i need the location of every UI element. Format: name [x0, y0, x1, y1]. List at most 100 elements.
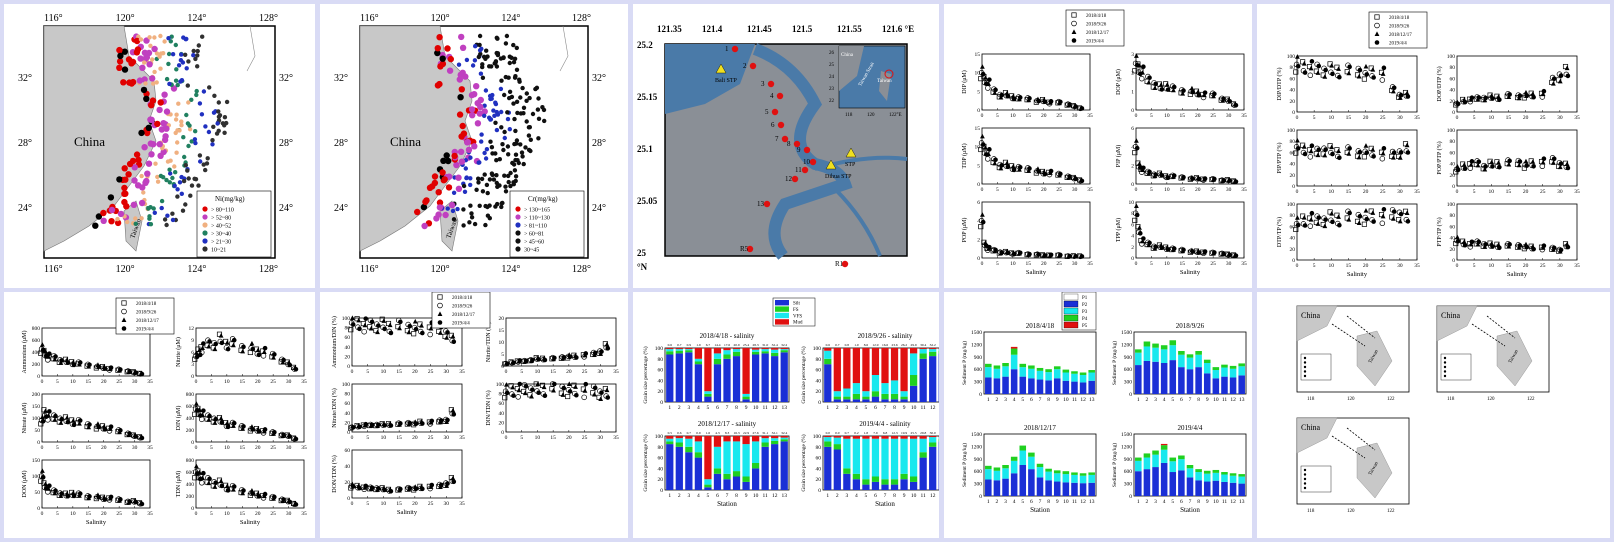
stp-marker — [845, 147, 857, 158]
y-tick-label: 900 — [974, 457, 983, 463]
filled-marker — [1134, 212, 1140, 218]
legend-label: > 21~30 — [211, 240, 231, 246]
bar-segment — [881, 383, 889, 394]
filled-marker — [1551, 156, 1557, 162]
sample-point — [484, 48, 489, 53]
filled-marker — [1190, 249, 1196, 254]
legend-label: > 60~81 — [524, 232, 544, 238]
x-tick-label: 20 — [255, 445, 261, 451]
bar-segment — [723, 358, 731, 402]
filled-marker — [1134, 145, 1140, 151]
sample-point — [458, 86, 465, 93]
x-axis-label: Salinity — [1507, 271, 1528, 278]
filled-marker — [47, 409, 52, 414]
x-tick-label: 35 — [459, 369, 465, 375]
sample-point — [505, 116, 511, 122]
bar-segment — [985, 367, 992, 378]
filled-marker — [429, 418, 435, 424]
station-marker — [746, 245, 754, 253]
bar-segment — [1019, 445, 1027, 451]
triangle-marker — [980, 64, 985, 69]
x-tick-label: 30 — [1072, 187, 1078, 193]
filled-marker — [1476, 239, 1482, 245]
bar-segment — [751, 436, 760, 442]
sample-point — [174, 112, 179, 117]
y-tick-label: 40 — [658, 378, 664, 384]
x-tick-label: 0 — [1296, 263, 1299, 269]
sample-point — [501, 147, 506, 153]
bar-segment — [881, 484, 889, 490]
mini-taiwan-label: Taiwan — [1508, 349, 1520, 365]
sample-point — [494, 64, 500, 69]
bar-segment — [713, 473, 722, 490]
bar-segment — [1169, 461, 1177, 473]
salinity-top-label: 32.2 — [930, 343, 936, 347]
bar-segment — [675, 353, 683, 402]
filled-marker — [1497, 97, 1502, 103]
bar-segment — [723, 348, 731, 351]
sample-point — [121, 165, 128, 172]
square-marker — [38, 478, 44, 484]
y-axis-label: Sediment P (mg/kg) — [961, 341, 968, 385]
sample-point — [505, 144, 511, 149]
square-marker — [978, 224, 984, 230]
station-tick-label: 13 — [1239, 499, 1245, 505]
sample-point — [502, 173, 507, 178]
triangle-marker — [1370, 147, 1376, 152]
mini-legend-marker — [1303, 468, 1307, 472]
x-tick-label: 10 — [1164, 187, 1170, 193]
bar-segment — [1053, 470, 1061, 474]
x-tick-label: 10 — [381, 369, 387, 375]
bar-segment — [881, 479, 889, 485]
cr-map-panel: China Taiwan Cr(mg/kg) > 130~165 > 110~130 > … — [320, 4, 628, 288]
x-axis-label: Salinity — [397, 509, 418, 516]
y-tick-label: 20 — [1450, 99, 1456, 105]
triangle-marker — [983, 145, 988, 150]
x-tick-label: 10 — [70, 445, 76, 451]
triangle-marker — [212, 420, 218, 425]
sample-point — [214, 131, 220, 136]
x-tick-label: 5 — [366, 435, 369, 441]
bar-segment — [890, 438, 899, 480]
filled-marker — [987, 244, 992, 250]
lon-tick-bottom: 116° — [360, 264, 379, 275]
lat-tick: 25.1 — [637, 144, 653, 154]
sample-point — [444, 45, 451, 52]
sample-point — [528, 137, 533, 142]
inset-lat-tick: 22 — [829, 99, 835, 104]
station-tick-label: 3 — [1004, 499, 1007, 505]
filled-marker — [357, 424, 362, 430]
legend-label: 30~45 — [524, 248, 539, 254]
bar-segment — [852, 438, 861, 474]
filled-marker — [438, 418, 444, 423]
legend-label: P5 — [1082, 324, 1088, 329]
filled-marker — [108, 424, 114, 429]
bar-segment — [919, 358, 927, 402]
filled-marker — [139, 501, 145, 507]
y-tick-label: 20 — [345, 354, 351, 360]
y-tick-label: 20 — [816, 477, 822, 483]
filled-marker — [1391, 209, 1397, 214]
sample-point — [533, 86, 538, 92]
bar-segment — [713, 364, 722, 402]
sample-point — [474, 187, 479, 192]
station-tick-label: 6 — [874, 405, 877, 411]
y-tick-label: 80 — [1290, 65, 1296, 71]
filled-marker — [1381, 146, 1387, 151]
y-axis-label: Nitrate/DIN (%) — [331, 388, 338, 427]
x-tick-label: 30 — [1226, 113, 1232, 119]
filled-marker — [437, 320, 443, 325]
bar-segment — [1152, 361, 1159, 394]
square-marker — [38, 421, 44, 427]
sample-point — [471, 143, 478, 150]
x-tick-label: 30 — [286, 511, 292, 517]
y-tick-label: 0 — [191, 374, 194, 380]
triangle-marker — [1530, 91, 1536, 96]
y-axis-label: POP (μM) — [961, 218, 968, 243]
sample-point — [189, 183, 195, 188]
circle-marker — [1539, 163, 1546, 169]
y-tick-label: 100 — [1447, 202, 1456, 208]
bar-segment — [694, 364, 703, 402]
subplot-axes — [1135, 127, 1245, 185]
y-tick-label: 40 — [816, 378, 822, 384]
